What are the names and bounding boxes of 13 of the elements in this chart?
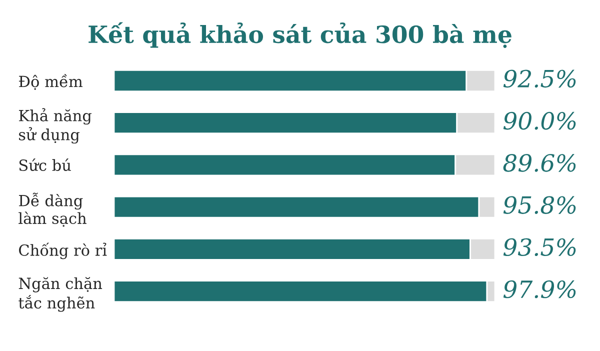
y-tick-label: Sức bú: [19, 158, 71, 171]
data-label: 89.6%: [503, 154, 576, 172]
data-label: 97.9%: [503, 280, 576, 298]
data-label: 92.5%: [503, 70, 576, 88]
data-label: 95.8%: [503, 196, 576, 214]
y-tick-label: Chống rò rỉ: [19, 242, 107, 260]
y-tick-label: Dễ dàng làm sạch: [18, 192, 86, 227]
y-tick-label: Ngăn chặn tắc nghẽn: [18, 276, 102, 312]
y-tick-label: Khả năng sử dụng: [19, 108, 92, 144]
chart-title: Kết quả khảo sát của 300 bà mẹ: [88, 22, 512, 48]
y-tick-label: Độ mềm: [19, 74, 83, 90]
data-label: 90.0%: [503, 112, 576, 130]
data-label: 93.5%: [503, 238, 576, 256]
